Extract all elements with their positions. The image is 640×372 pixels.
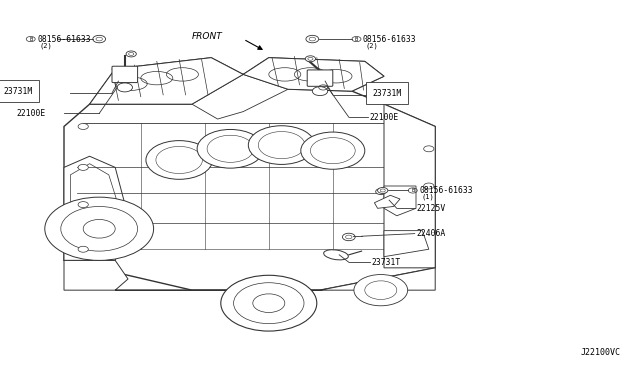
Circle shape — [129, 52, 134, 55]
Polygon shape — [70, 164, 122, 253]
Text: 23731M: 23731M — [372, 89, 402, 97]
Circle shape — [146, 141, 212, 179]
Text: 23731T: 23731T — [371, 258, 401, 267]
Polygon shape — [384, 104, 435, 268]
Text: 08156-61633: 08156-61633 — [37, 35, 91, 44]
Text: B: B — [29, 36, 33, 42]
Polygon shape — [64, 156, 128, 260]
Circle shape — [306, 35, 319, 43]
Circle shape — [248, 126, 315, 164]
Circle shape — [126, 51, 136, 57]
Circle shape — [93, 35, 106, 43]
Circle shape — [117, 83, 132, 92]
Circle shape — [342, 233, 355, 241]
Circle shape — [424, 183, 434, 189]
Circle shape — [308, 57, 313, 60]
Text: J22100VC: J22100VC — [581, 348, 621, 357]
Circle shape — [45, 197, 154, 260]
Circle shape — [301, 132, 365, 169]
Text: 23731M: 23731M — [3, 87, 33, 96]
Circle shape — [354, 275, 408, 306]
Text: 22125V: 22125V — [416, 204, 445, 213]
Text: 08156-61633: 08156-61633 — [419, 186, 473, 195]
Polygon shape — [64, 260, 435, 290]
Polygon shape — [374, 195, 400, 208]
Polygon shape — [90, 58, 243, 104]
Polygon shape — [64, 74, 435, 290]
Circle shape — [78, 246, 88, 252]
FancyBboxPatch shape — [112, 66, 138, 83]
Text: FRONT: FRONT — [192, 32, 223, 41]
Circle shape — [305, 56, 316, 62]
Circle shape — [78, 164, 88, 170]
Circle shape — [312, 87, 328, 96]
Polygon shape — [384, 231, 429, 257]
FancyBboxPatch shape — [307, 70, 333, 86]
Polygon shape — [384, 186, 416, 216]
Circle shape — [376, 189, 386, 195]
Text: (2): (2) — [365, 42, 378, 49]
Text: (1): (1) — [422, 194, 435, 201]
Circle shape — [78, 124, 88, 129]
Text: 22100E: 22100E — [369, 113, 399, 122]
Circle shape — [78, 202, 88, 208]
Text: B: B — [411, 188, 415, 193]
Text: B: B — [355, 36, 358, 42]
Circle shape — [424, 146, 434, 152]
Text: 08156-61633: 08156-61633 — [363, 35, 417, 44]
Circle shape — [197, 129, 264, 168]
Text: 22406A: 22406A — [416, 229, 445, 238]
Polygon shape — [243, 58, 384, 91]
Ellipse shape — [324, 250, 348, 260]
Polygon shape — [243, 58, 384, 91]
Circle shape — [378, 187, 388, 193]
Circle shape — [221, 275, 317, 331]
Polygon shape — [90, 58, 243, 104]
Text: (2): (2) — [40, 42, 52, 49]
Polygon shape — [192, 74, 288, 119]
Text: 22100E: 22100E — [16, 109, 45, 118]
